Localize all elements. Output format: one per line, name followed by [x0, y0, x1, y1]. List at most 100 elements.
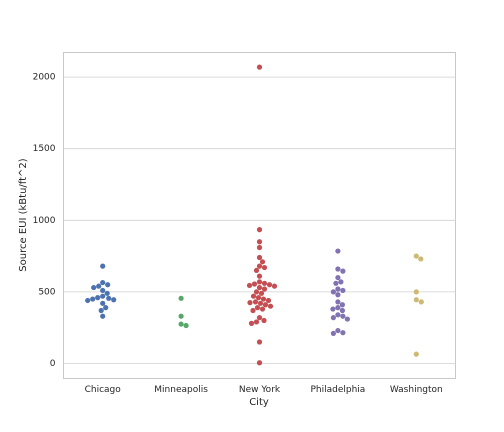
data-point	[413, 289, 419, 295]
data-point	[262, 302, 269, 308]
y-tick-label: 2000	[33, 73, 56, 83]
data-point	[256, 244, 263, 251]
data-point	[259, 306, 266, 312]
data-point	[335, 299, 341, 305]
data-point	[330, 315, 336, 321]
data-point	[335, 312, 341, 318]
data-point	[256, 239, 263, 245]
data-point	[250, 307, 256, 314]
data-point	[95, 295, 101, 301]
y-axis-label: Source EUI (kBtu/ft^2)	[18, 158, 29, 271]
data-point	[257, 300, 264, 306]
data-point	[340, 313, 346, 319]
data-point	[335, 292, 341, 298]
data-point	[261, 317, 267, 324]
data-point	[256, 279, 263, 285]
data-point	[90, 296, 96, 302]
data-point	[335, 274, 341, 281]
x-axis-label: City	[249, 397, 269, 408]
data-point	[335, 266, 341, 272]
data-point	[111, 297, 117, 303]
data-point	[104, 290, 110, 296]
data-point	[340, 287, 346, 294]
data-point	[178, 295, 184, 301]
data-point	[256, 360, 263, 366]
x-tick-label: Minneapolis	[154, 385, 208, 395]
data-point	[247, 300, 253, 306]
x-tick-label: Washington	[390, 385, 443, 395]
data-point	[254, 305, 261, 311]
data-point	[333, 280, 339, 286]
data-point	[340, 330, 346, 336]
data-point	[271, 283, 278, 289]
data-point	[256, 315, 263, 321]
data-point	[178, 321, 184, 327]
data-point	[100, 287, 106, 294]
data-point	[418, 299, 424, 305]
plot-frame	[63, 52, 456, 379]
data-point	[335, 305, 341, 311]
data-point	[250, 293, 257, 299]
data-point	[344, 316, 350, 322]
data-point	[252, 299, 259, 305]
data-point	[335, 327, 341, 334]
data-point	[418, 256, 424, 262]
data-point	[98, 307, 104, 314]
data-point	[251, 281, 258, 287]
data-point	[85, 297, 91, 304]
data-point	[91, 284, 97, 291]
data-point	[256, 284, 263, 291]
data-point	[261, 280, 268, 286]
data-point	[339, 307, 345, 314]
data-point	[100, 293, 106, 299]
data-point	[100, 263, 106, 269]
y-tick-label: 1000	[33, 216, 56, 226]
data-point	[330, 289, 336, 295]
data-point	[100, 313, 106, 319]
data-point	[256, 273, 263, 279]
x-tick-label: New York	[239, 385, 281, 395]
data-point	[335, 286, 341, 292]
data-point	[256, 263, 263, 269]
data-point	[256, 227, 263, 233]
data-point	[183, 322, 189, 329]
data-point	[258, 290, 265, 296]
y-tick-label: 500	[38, 287, 55, 297]
data-point	[100, 279, 106, 286]
data-point	[266, 282, 273, 288]
x-tick-label: Chicago	[85, 385, 122, 395]
data-point	[248, 320, 255, 326]
data-point	[105, 282, 111, 288]
data-point	[267, 303, 274, 309]
data-point	[265, 297, 272, 304]
data-point	[178, 313, 184, 319]
data-point	[261, 264, 268, 271]
data-point	[339, 302, 345, 308]
data-point	[413, 297, 419, 303]
data-point	[256, 254, 263, 261]
data-point	[103, 305, 109, 311]
data-point	[261, 286, 268, 292]
data-point	[260, 296, 267, 302]
data-point	[259, 259, 266, 265]
data-point	[100, 300, 106, 306]
data-point	[253, 289, 260, 295]
data-point	[253, 267, 260, 274]
data-point	[96, 283, 102, 289]
y-tick-label: 0	[50, 359, 56, 369]
data-point	[330, 306, 336, 312]
data-point	[253, 319, 260, 325]
data-point	[413, 351, 419, 357]
data-point	[246, 282, 253, 289]
data-point	[413, 253, 419, 259]
data-point	[256, 339, 263, 345]
data-point	[256, 64, 263, 70]
data-point	[106, 295, 112, 301]
data-point	[330, 330, 336, 337]
x-tick-label: Philadelphia	[310, 385, 365, 395]
data-point	[255, 295, 262, 301]
data-point	[335, 248, 341, 254]
data-point	[338, 279, 344, 285]
data-point	[340, 268, 346, 274]
